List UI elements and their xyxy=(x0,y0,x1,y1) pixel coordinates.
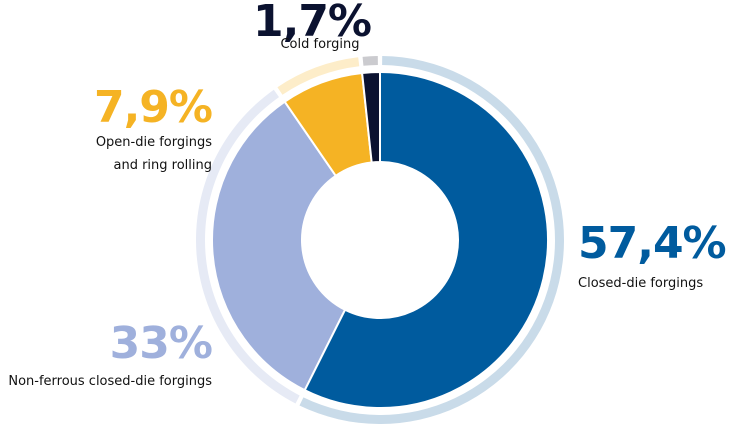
percent-label: 7,9% xyxy=(93,82,213,133)
category-label: Non-ferrous closed-die forgings xyxy=(8,374,212,389)
category-label: Open-die forgings and ring rolling xyxy=(95,135,212,173)
outer-ring-segment xyxy=(195,89,300,404)
donut-segment xyxy=(211,100,347,392)
outer-ring-segment xyxy=(362,56,378,66)
percent-label: 1,7% xyxy=(252,0,372,47)
percent-label: 57,4% xyxy=(578,218,727,269)
percent-label: 33% xyxy=(109,318,213,369)
outer-ring-segment xyxy=(277,57,360,95)
donut-segment xyxy=(303,70,549,409)
category-label: Closed-die forgings xyxy=(578,276,704,291)
donut-segment xyxy=(360,70,381,164)
category-label: Cold forging xyxy=(280,37,360,52)
